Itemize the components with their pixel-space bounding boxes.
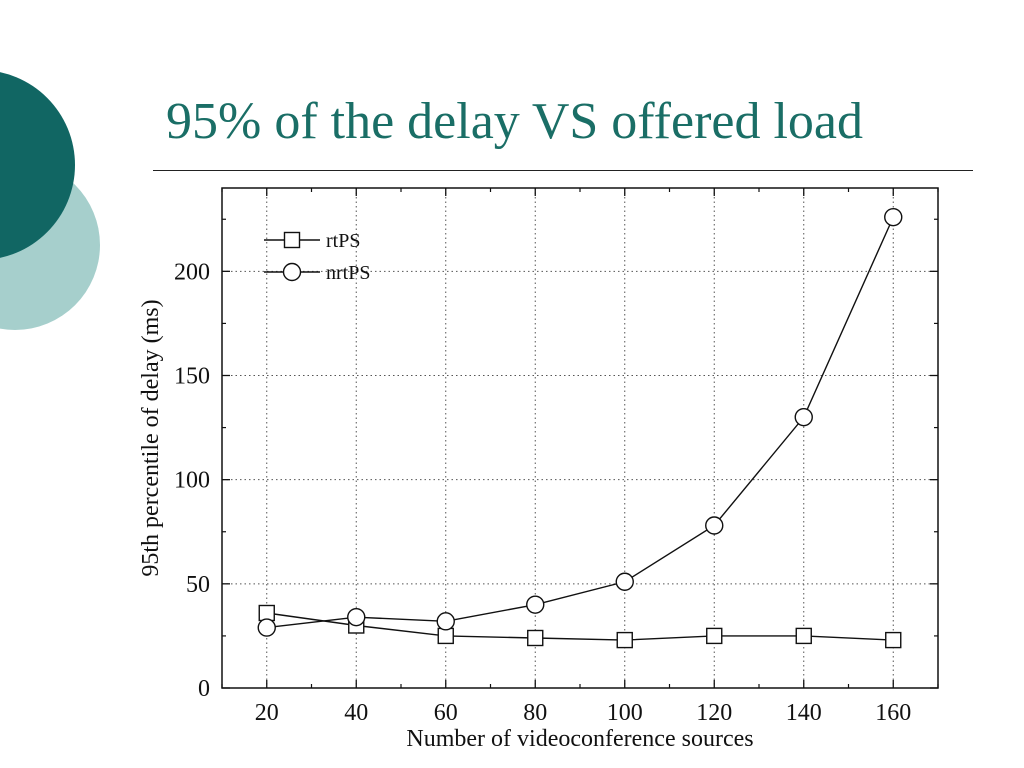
y-tick-label: 200 xyxy=(174,259,210,285)
slide-title: 95% of the delay VS offered load xyxy=(166,93,863,150)
legend: rtPS nrtPS xyxy=(264,230,370,284)
x-tick-label: 140 xyxy=(786,700,822,726)
y-tick-label: 50 xyxy=(186,572,210,598)
data-point-rtps xyxy=(258,604,275,622)
x-tick-label: 60 xyxy=(434,700,458,726)
title-divider xyxy=(153,170,973,171)
x-tick-label: 160 xyxy=(875,700,911,726)
data-point-nrtps xyxy=(257,618,276,637)
data-point-rtps xyxy=(795,627,812,645)
axis-ticks: 20 40 60 80 100 120 140 160 0 50 100 150 200 xyxy=(174,188,939,726)
data-point-nrtps xyxy=(526,595,545,614)
x-tick-label: 120 xyxy=(696,700,732,726)
data-point-rtps xyxy=(437,627,454,645)
x-tick-label: 20 xyxy=(255,700,279,726)
legend-marker-nrtps xyxy=(282,262,302,282)
data-point-rtps xyxy=(706,627,723,645)
data-point-rtps xyxy=(527,629,544,647)
x-axis-label: Number of videoconference sources xyxy=(406,726,753,752)
data-point-nrtps xyxy=(884,207,903,227)
data-point-nrtps xyxy=(794,407,813,427)
x-tick-label: 80 xyxy=(523,700,547,726)
data-point-rtps xyxy=(616,631,633,649)
data-point-nrtps xyxy=(705,516,724,535)
y-tick-label: 0 xyxy=(198,676,210,702)
x-tick-label: 40 xyxy=(344,700,368,726)
y-tick-label: 100 xyxy=(174,468,210,494)
data-point-rtps xyxy=(885,631,902,649)
legend-marker-rtps xyxy=(283,231,301,249)
series-line-nrtps xyxy=(266,216,894,629)
data-point-nrtps xyxy=(347,607,366,627)
legend-label-nrtps: nrtPS xyxy=(326,262,370,284)
y-axis-label: 95th percentile of delay (ms) xyxy=(138,299,164,576)
data-point-nrtps xyxy=(436,612,455,631)
x-tick-label: 100 xyxy=(607,700,643,726)
series-line-rtps xyxy=(266,612,894,641)
y-tick-label: 150 xyxy=(174,364,210,390)
data-point-nrtps xyxy=(615,572,634,591)
series-layer xyxy=(257,207,903,649)
decorative-circles xyxy=(0,72,100,330)
legend-label-rtps: rtPS xyxy=(326,230,360,252)
dark-teal-circle xyxy=(0,72,75,258)
